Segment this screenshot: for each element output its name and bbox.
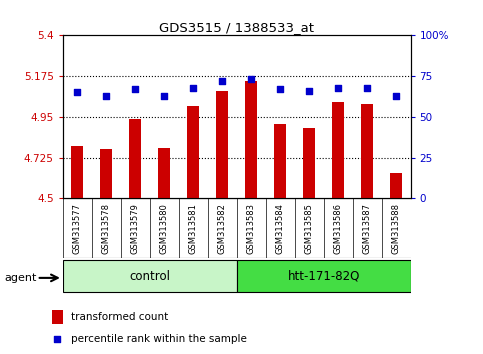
Bar [332, 102, 344, 198]
Bar [71, 146, 83, 198]
Text: transformed count: transformed count [71, 312, 168, 322]
Point [392, 93, 400, 98]
Bar [63, 260, 237, 292]
Point [247, 76, 255, 82]
Title: GDS3515 / 1388533_at: GDS3515 / 1388533_at [159, 21, 314, 34]
Point [73, 90, 81, 95]
Bar [216, 91, 228, 198]
Text: GSM313577: GSM313577 [73, 203, 82, 254]
Point [102, 93, 110, 98]
Text: GSM313580: GSM313580 [160, 203, 169, 254]
Point [131, 86, 139, 92]
Bar [274, 124, 286, 198]
Bar [129, 119, 141, 198]
Bar [158, 148, 170, 198]
Point [334, 85, 342, 90]
Text: GSM313586: GSM313586 [334, 203, 342, 254]
Text: agent: agent [5, 273, 37, 283]
Point [276, 86, 284, 92]
Text: GSM313579: GSM313579 [131, 203, 140, 254]
Text: control: control [129, 270, 170, 282]
Point [363, 85, 371, 90]
Point [189, 85, 197, 90]
Point [305, 88, 313, 93]
Bar [390, 173, 402, 198]
Text: GSM313585: GSM313585 [305, 203, 313, 254]
Point [332, 220, 340, 226]
Text: GSM313583: GSM313583 [247, 203, 256, 254]
Point [160, 93, 168, 98]
Bar [100, 149, 112, 198]
Bar [237, 260, 411, 292]
Text: GSM313582: GSM313582 [218, 203, 227, 254]
Text: htt-171-82Q: htt-171-82Q [287, 270, 360, 282]
Bar [361, 104, 373, 198]
Bar [245, 81, 257, 198]
Bar [53, 310, 63, 324]
Bar [187, 106, 199, 198]
Text: GSM313578: GSM313578 [102, 203, 111, 254]
Point [218, 78, 226, 84]
Bar [303, 128, 315, 198]
Text: GSM313588: GSM313588 [392, 203, 400, 254]
Text: GSM313581: GSM313581 [189, 203, 198, 254]
Text: GSM313587: GSM313587 [363, 203, 371, 254]
Text: GSM313584: GSM313584 [276, 203, 284, 254]
Text: percentile rank within the sample: percentile rank within the sample [71, 334, 247, 344]
